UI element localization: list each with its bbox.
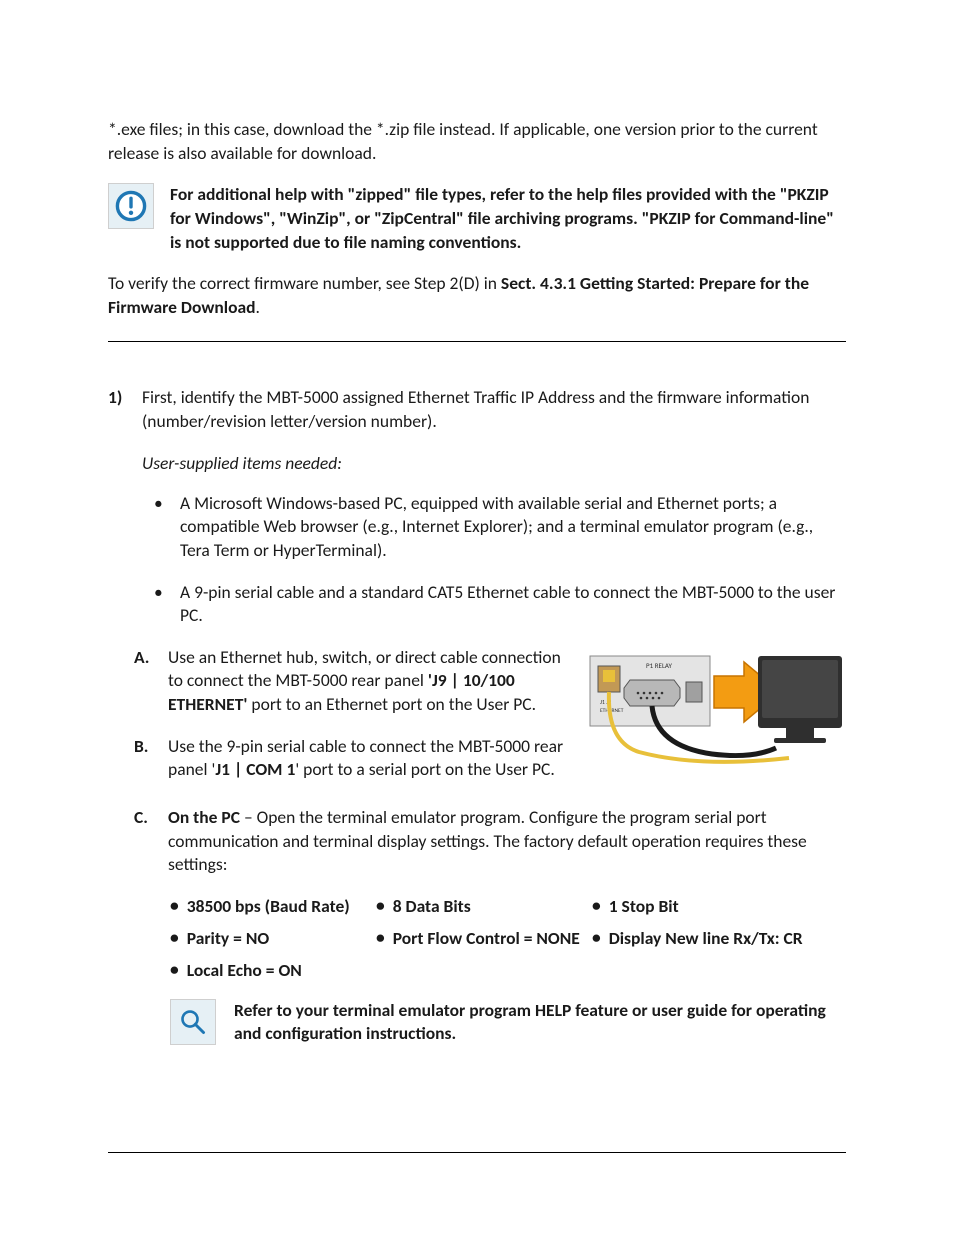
setting-item: •Parity = NO: [170, 927, 370, 949]
setting-item: •1 Stop Bit: [592, 895, 812, 917]
bullet-text: A Microsoft Windows-based PC, equipped w…: [180, 492, 846, 563]
bullet-text: A 9-pin serial cable and a standard CAT5…: [180, 581, 846, 628]
setting-item: •8 Data Bits: [376, 895, 586, 917]
step-1-body: First, identify the MBT-5000 assigned Et…: [142, 386, 846, 433]
step-1: 1) First, identify the MBT-5000 assigned…: [108, 386, 846, 433]
verify-prefix: To verify the correct firmware number, s…: [108, 272, 501, 294]
magnifier-icon: [170, 999, 216, 1045]
setting-item: •Local Echo = ON: [170, 959, 370, 981]
svg-text:P1 RELAY: P1 RELAY: [646, 661, 672, 670]
verify-suffix: .: [256, 296, 260, 318]
bullet-marker: •: [154, 581, 166, 628]
step-b-marker: B.: [134, 735, 156, 782]
step-b-body: Use the 9-pin serial cable to connect th…: [168, 735, 566, 782]
step-b: B. Use the 9-pin serial cable to connect…: [134, 735, 566, 782]
bullet-marker: •: [154, 492, 166, 563]
top-paragraph: *.exe files; in this case, download the …: [108, 118, 846, 165]
step-a: A. Use an Ethernet hub, switch, or direc…: [134, 646, 566, 717]
verify-paragraph: To verify the correct firmware number, s…: [108, 272, 846, 319]
setting-item: •Display New line Rx/Tx: CR: [592, 927, 812, 949]
step-c-marker: C.: [134, 806, 156, 877]
bullets: • A Microsoft Windows-based PC, equipped…: [154, 492, 846, 628]
setting-item: •38500 bps (Baud Rate): [170, 895, 370, 917]
search-note: Refer to your terminal emulator program …: [170, 999, 846, 1046]
step-c: C. On the PC – Open the terminal emulato…: [134, 806, 846, 877]
setting-item: •Port Flow Control = NONE: [376, 927, 586, 949]
step-c-body: On the PC – Open the terminal emulator p…: [168, 806, 846, 877]
divider-bottom: [108, 1152, 846, 1153]
bullet-item: • A 9-pin serial cable and a standard CA…: [154, 581, 846, 628]
step-a-marker: A.: [134, 646, 156, 717]
search-note-text: Refer to your terminal emulator program …: [234, 999, 846, 1046]
warning-note: For additional help with "zipped" file t…: [108, 183, 846, 254]
connection-illustration: P1 RELAY J1 J2 ETHERNET: [586, 646, 846, 766]
step-1-marker: 1): [108, 386, 130, 433]
settings-grid: •38500 bps (Baud Rate) •8 Data Bits •1 S…: [170, 895, 846, 981]
user-supplied-heading: User-supplied items needed:: [142, 452, 846, 474]
bullet-item: • A Microsoft Windows-based PC, equipped…: [154, 492, 846, 563]
warning-text: For additional help with "zipped" file t…: [170, 183, 846, 254]
warning-icon: [108, 183, 154, 229]
divider-top: [108, 341, 846, 342]
step-a-body: Use an Ethernet hub, switch, or direct c…: [168, 646, 566, 717]
